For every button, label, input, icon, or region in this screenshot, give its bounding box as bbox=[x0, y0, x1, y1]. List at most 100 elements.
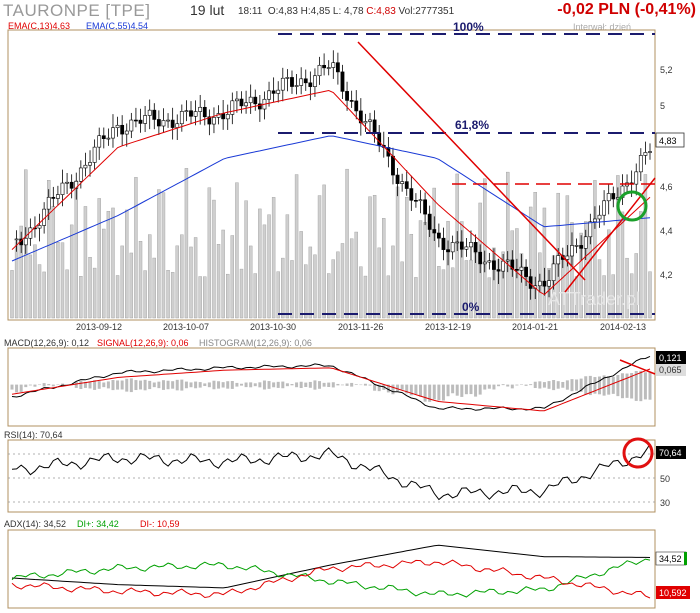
histogram-bar bbox=[487, 384, 491, 389]
candle-body bbox=[285, 77, 290, 79]
chart-header: TAURONPE [TPE] 19 lut 18:11 O:4,83 H:4,8… bbox=[0, 0, 700, 20]
candle-body bbox=[14, 238, 19, 241]
histogram-bar bbox=[217, 381, 221, 389]
histogram-bar bbox=[184, 381, 188, 389]
histogram-bar bbox=[97, 381, 101, 389]
candle-body bbox=[106, 137, 111, 140]
ema55-line bbox=[11, 135, 651, 262]
volume-bar bbox=[391, 245, 395, 319]
histogram-bar bbox=[414, 384, 418, 395]
histogram-bar bbox=[175, 379, 179, 391]
volume-bar bbox=[542, 207, 547, 319]
volume-bar bbox=[88, 257, 92, 319]
volume-bar bbox=[97, 198, 101, 319]
histogram-bar bbox=[203, 383, 207, 387]
downtrend-line bbox=[357, 41, 586, 281]
histogram-bar bbox=[295, 382, 299, 388]
candle-body bbox=[519, 266, 524, 271]
volume-bar bbox=[492, 247, 496, 319]
volume-bar bbox=[271, 197, 276, 319]
volume-bar bbox=[533, 192, 537, 319]
volume-bar bbox=[460, 221, 464, 319]
candle-body bbox=[340, 71, 345, 92]
volume-bar bbox=[239, 268, 244, 319]
candle-body bbox=[179, 111, 184, 125]
histogram-bar bbox=[42, 383, 46, 387]
volume-bar bbox=[602, 275, 606, 319]
histogram-bar bbox=[272, 382, 276, 388]
volume-bar bbox=[506, 171, 510, 319]
candle-body bbox=[363, 121, 368, 124]
candle-body bbox=[111, 127, 115, 139]
volume-bar bbox=[10, 270, 14, 319]
histogram-bar bbox=[428, 384, 432, 402]
candle-body bbox=[345, 91, 349, 101]
date-tick: 2013-12-19 bbox=[425, 322, 471, 332]
ema13-line bbox=[11, 89, 651, 296]
volume-bar bbox=[175, 245, 179, 319]
candle-body bbox=[349, 100, 354, 102]
histogram-bar bbox=[464, 384, 468, 395]
histogram-bar bbox=[345, 383, 349, 386]
candle-body bbox=[331, 62, 336, 68]
histogram-bar bbox=[561, 381, 565, 388]
volume-bar bbox=[625, 257, 629, 319]
date-tick: 2013-10-30 bbox=[250, 322, 296, 332]
volume-bar bbox=[69, 224, 74, 319]
candle-body bbox=[372, 119, 377, 134]
volume-bar bbox=[281, 257, 285, 319]
histogram-bar bbox=[198, 382, 202, 388]
volume-bar bbox=[180, 234, 184, 319]
candle-body bbox=[156, 119, 161, 127]
histogram-bar bbox=[469, 384, 473, 395]
histogram-bar bbox=[405, 384, 409, 394]
date-tick: 2014-01-21 bbox=[512, 322, 558, 332]
volume-value: Vol:2777351 bbox=[398, 6, 455, 17]
volume-bar bbox=[299, 231, 303, 319]
histogram-bar bbox=[60, 383, 64, 386]
volume-bar bbox=[372, 195, 377, 319]
volume-bar bbox=[317, 195, 322, 319]
candle-body bbox=[46, 196, 51, 210]
histogram-bar bbox=[455, 384, 459, 396]
candle-body bbox=[414, 200, 418, 202]
candle-body bbox=[643, 152, 648, 156]
volume-bar bbox=[437, 266, 441, 319]
fib-618-label: 61,8% bbox=[455, 118, 489, 132]
candle-body bbox=[492, 260, 496, 270]
candle-body bbox=[473, 242, 478, 253]
quote-date: 19 lut bbox=[190, 2, 225, 18]
volume-bar bbox=[313, 254, 317, 319]
histogram-bar bbox=[74, 381, 78, 388]
histogram-bar bbox=[313, 380, 317, 390]
histogram-bar bbox=[79, 380, 83, 390]
histogram-bar bbox=[116, 380, 120, 390]
candle-body bbox=[487, 260, 492, 263]
volume-bar bbox=[322, 184, 326, 319]
price-panel-frame bbox=[7, 29, 656, 321]
candle-body bbox=[299, 78, 304, 86]
price-tick: 5,2 bbox=[660, 65, 673, 75]
histogram-bar bbox=[588, 375, 592, 396]
volume-bar bbox=[51, 206, 56, 319]
volume-bar bbox=[359, 266, 363, 319]
volume-bar bbox=[409, 233, 414, 319]
candle-body bbox=[235, 98, 239, 102]
volume-bar bbox=[221, 229, 225, 319]
volume-bar bbox=[285, 214, 290, 319]
histogram-bar bbox=[643, 372, 647, 400]
candle-body bbox=[170, 119, 175, 128]
volume-bar bbox=[92, 267, 97, 319]
histogram-bar bbox=[166, 380, 170, 390]
volume-bar bbox=[189, 246, 193, 319]
histogram-bar bbox=[157, 381, 161, 389]
adx-label: ADX(14): 34,52 bbox=[4, 519, 67, 529]
histogram-bar bbox=[318, 381, 322, 389]
histogram-bar bbox=[304, 382, 308, 388]
volume-bar bbox=[65, 269, 69, 319]
volume-bar bbox=[331, 259, 335, 319]
candle-body bbox=[418, 199, 423, 202]
volume-bar bbox=[464, 260, 469, 319]
candle-body bbox=[257, 103, 262, 110]
histogram-bar bbox=[598, 376, 602, 395]
